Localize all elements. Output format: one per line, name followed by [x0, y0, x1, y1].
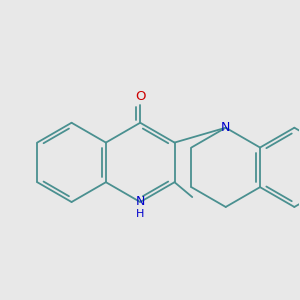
Text: N: N: [136, 195, 145, 208]
Text: N: N: [221, 121, 230, 134]
Text: H: H: [136, 208, 144, 219]
Text: O: O: [135, 90, 146, 103]
